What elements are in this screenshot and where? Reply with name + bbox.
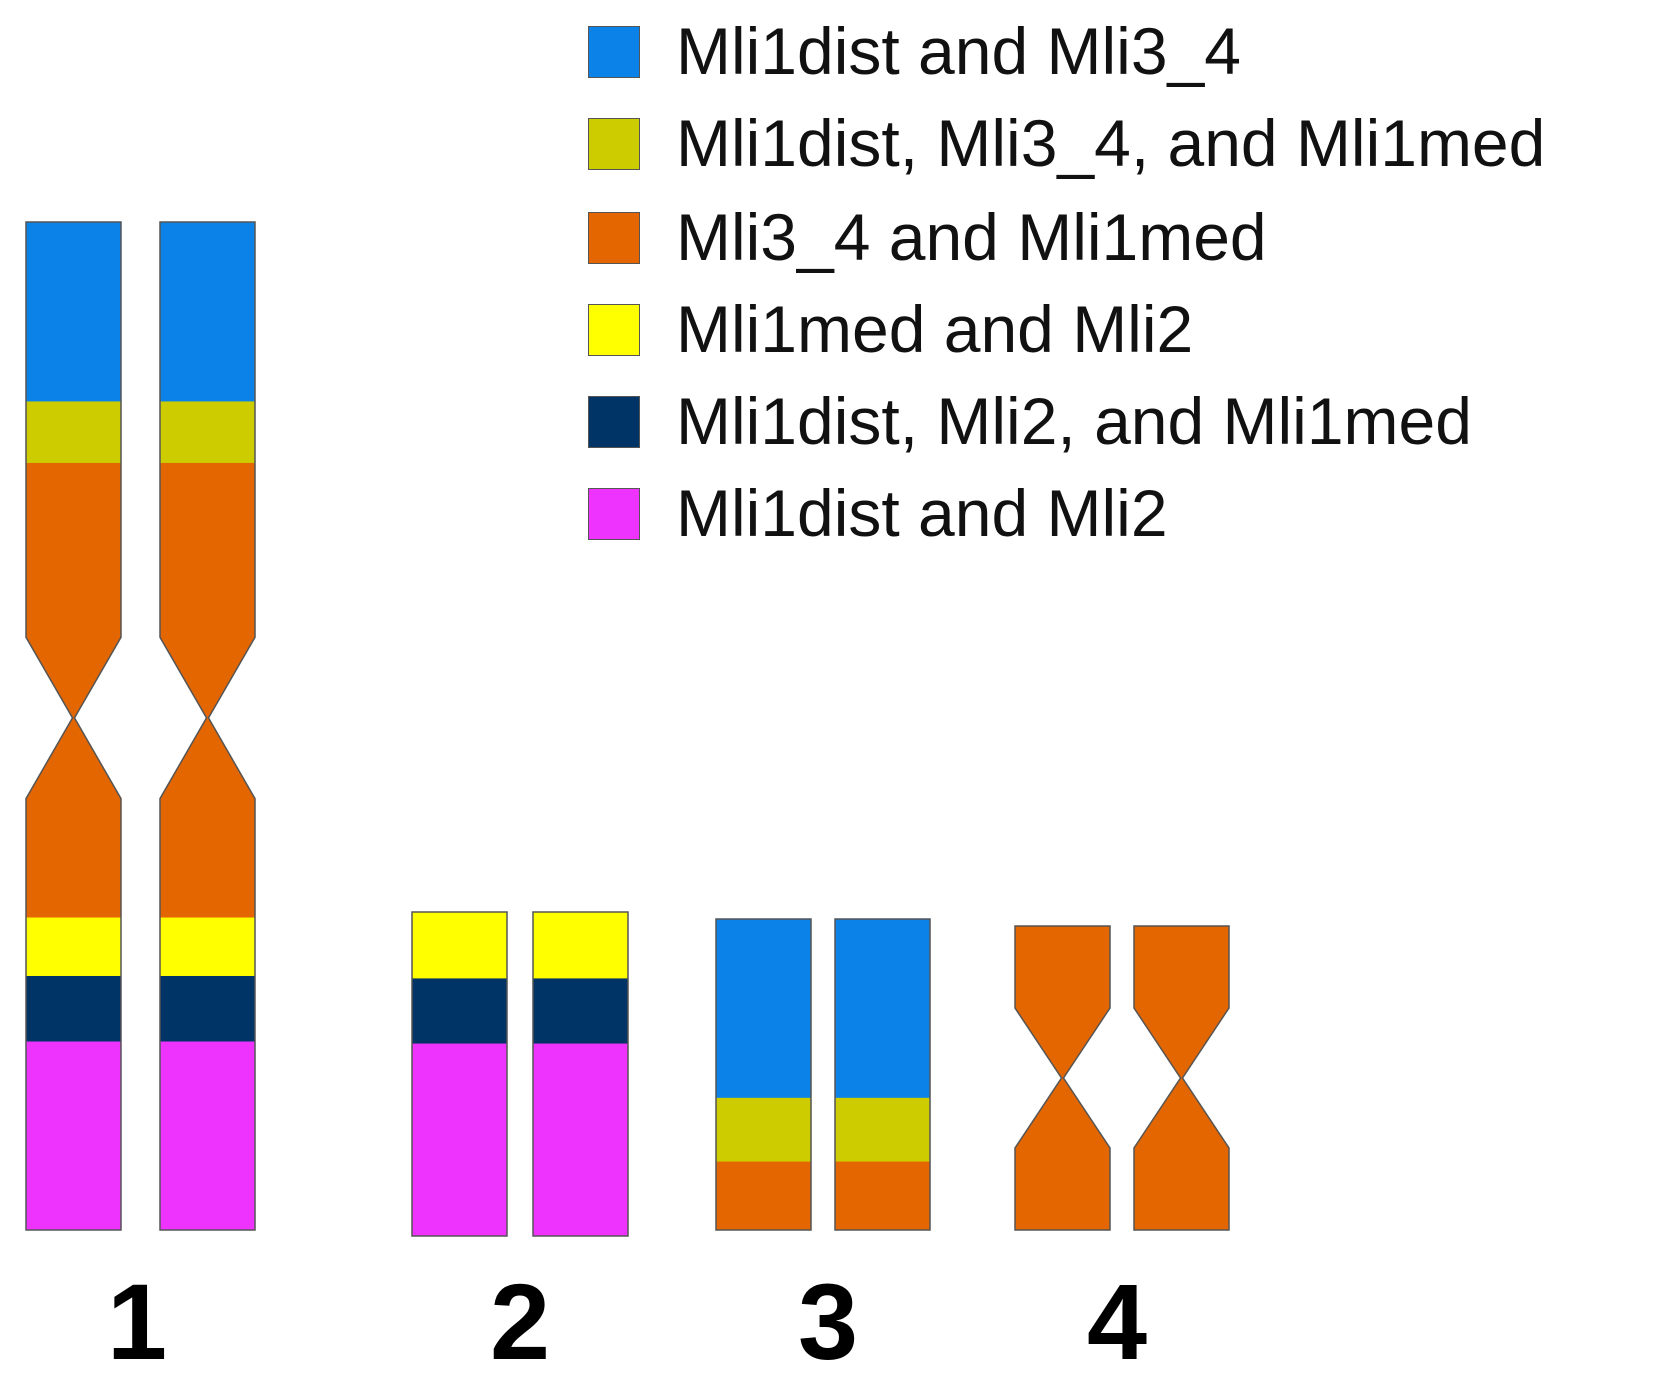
chromosome-label: 2 [489,1261,551,1382]
band-navy [26,975,121,1043]
band-orange [26,462,121,919]
chromatid-outline [532,911,629,1237]
band-olive [835,1097,930,1163]
band-yellow [533,912,628,979]
legend-swatch [588,26,640,78]
legend-swatch [588,118,640,170]
band-magenta [533,1043,628,1236]
band-orange [160,462,255,919]
band-yellow [160,917,255,977]
chromosome-2-chromatid-1 [411,911,508,1237]
chromosome-2-chromatid-2 [532,911,629,1237]
band-blue [716,919,811,1099]
legend-label: Mli1dist, Mli2, and Mli1med [676,384,1472,458]
band-orange [716,1161,811,1230]
chromosome-label: 1 [106,1261,168,1382]
chromosome-label: 4 [1086,1261,1148,1382]
legend-label: Mli1dist and Mli3_4 [676,14,1241,88]
chromatid-outline [411,911,508,1237]
band-blue [160,222,255,402]
band-olive [716,1097,811,1163]
band-magenta [160,1041,255,1230]
band-navy [160,975,255,1043]
band-blue [26,222,121,402]
legend-swatch [588,396,640,448]
chromosome-4-chromatid-2 [1133,925,1230,1231]
band-magenta [26,1041,121,1230]
band-navy [533,978,628,1045]
legend-swatch [588,304,640,356]
chromosome-label: 3 [797,1261,859,1382]
chromosome-4-chromatid-1 [1014,925,1111,1231]
band-navy [412,978,507,1045]
band-yellow [412,912,507,979]
chromosome-1-chromatid-2 [159,221,256,1231]
chromatid-outline [159,221,256,1231]
chromatid-outline [715,918,812,1231]
chromatid-outline [834,918,931,1231]
legend-swatch [588,488,640,540]
band-orange [1015,926,1110,1230]
band-olive [160,401,255,464]
legend-label: Mli1dist and Mli2 [676,476,1168,550]
chromosome-3-chromatid-2 [834,918,931,1231]
band-blue [835,919,930,1099]
band-olive [26,401,121,464]
band-orange [1134,926,1229,1230]
chromosome-3-chromatid-1 [715,918,812,1231]
legend-label: Mli3_4 and Mli1med [676,200,1267,274]
chromatid-outline [25,221,122,1231]
legend-swatch [588,212,640,264]
legend-label: Mli1dist, Mli3_4, and Mli1med [676,106,1546,180]
chromosome-1-chromatid-1 [25,221,122,1231]
band-magenta [412,1043,507,1236]
band-orange [835,1161,930,1230]
chromatid-outline [1014,925,1111,1231]
band-yellow [26,917,121,977]
chromatid-outline [1133,925,1230,1231]
legend-label: Mli1med and Mli2 [676,292,1194,366]
